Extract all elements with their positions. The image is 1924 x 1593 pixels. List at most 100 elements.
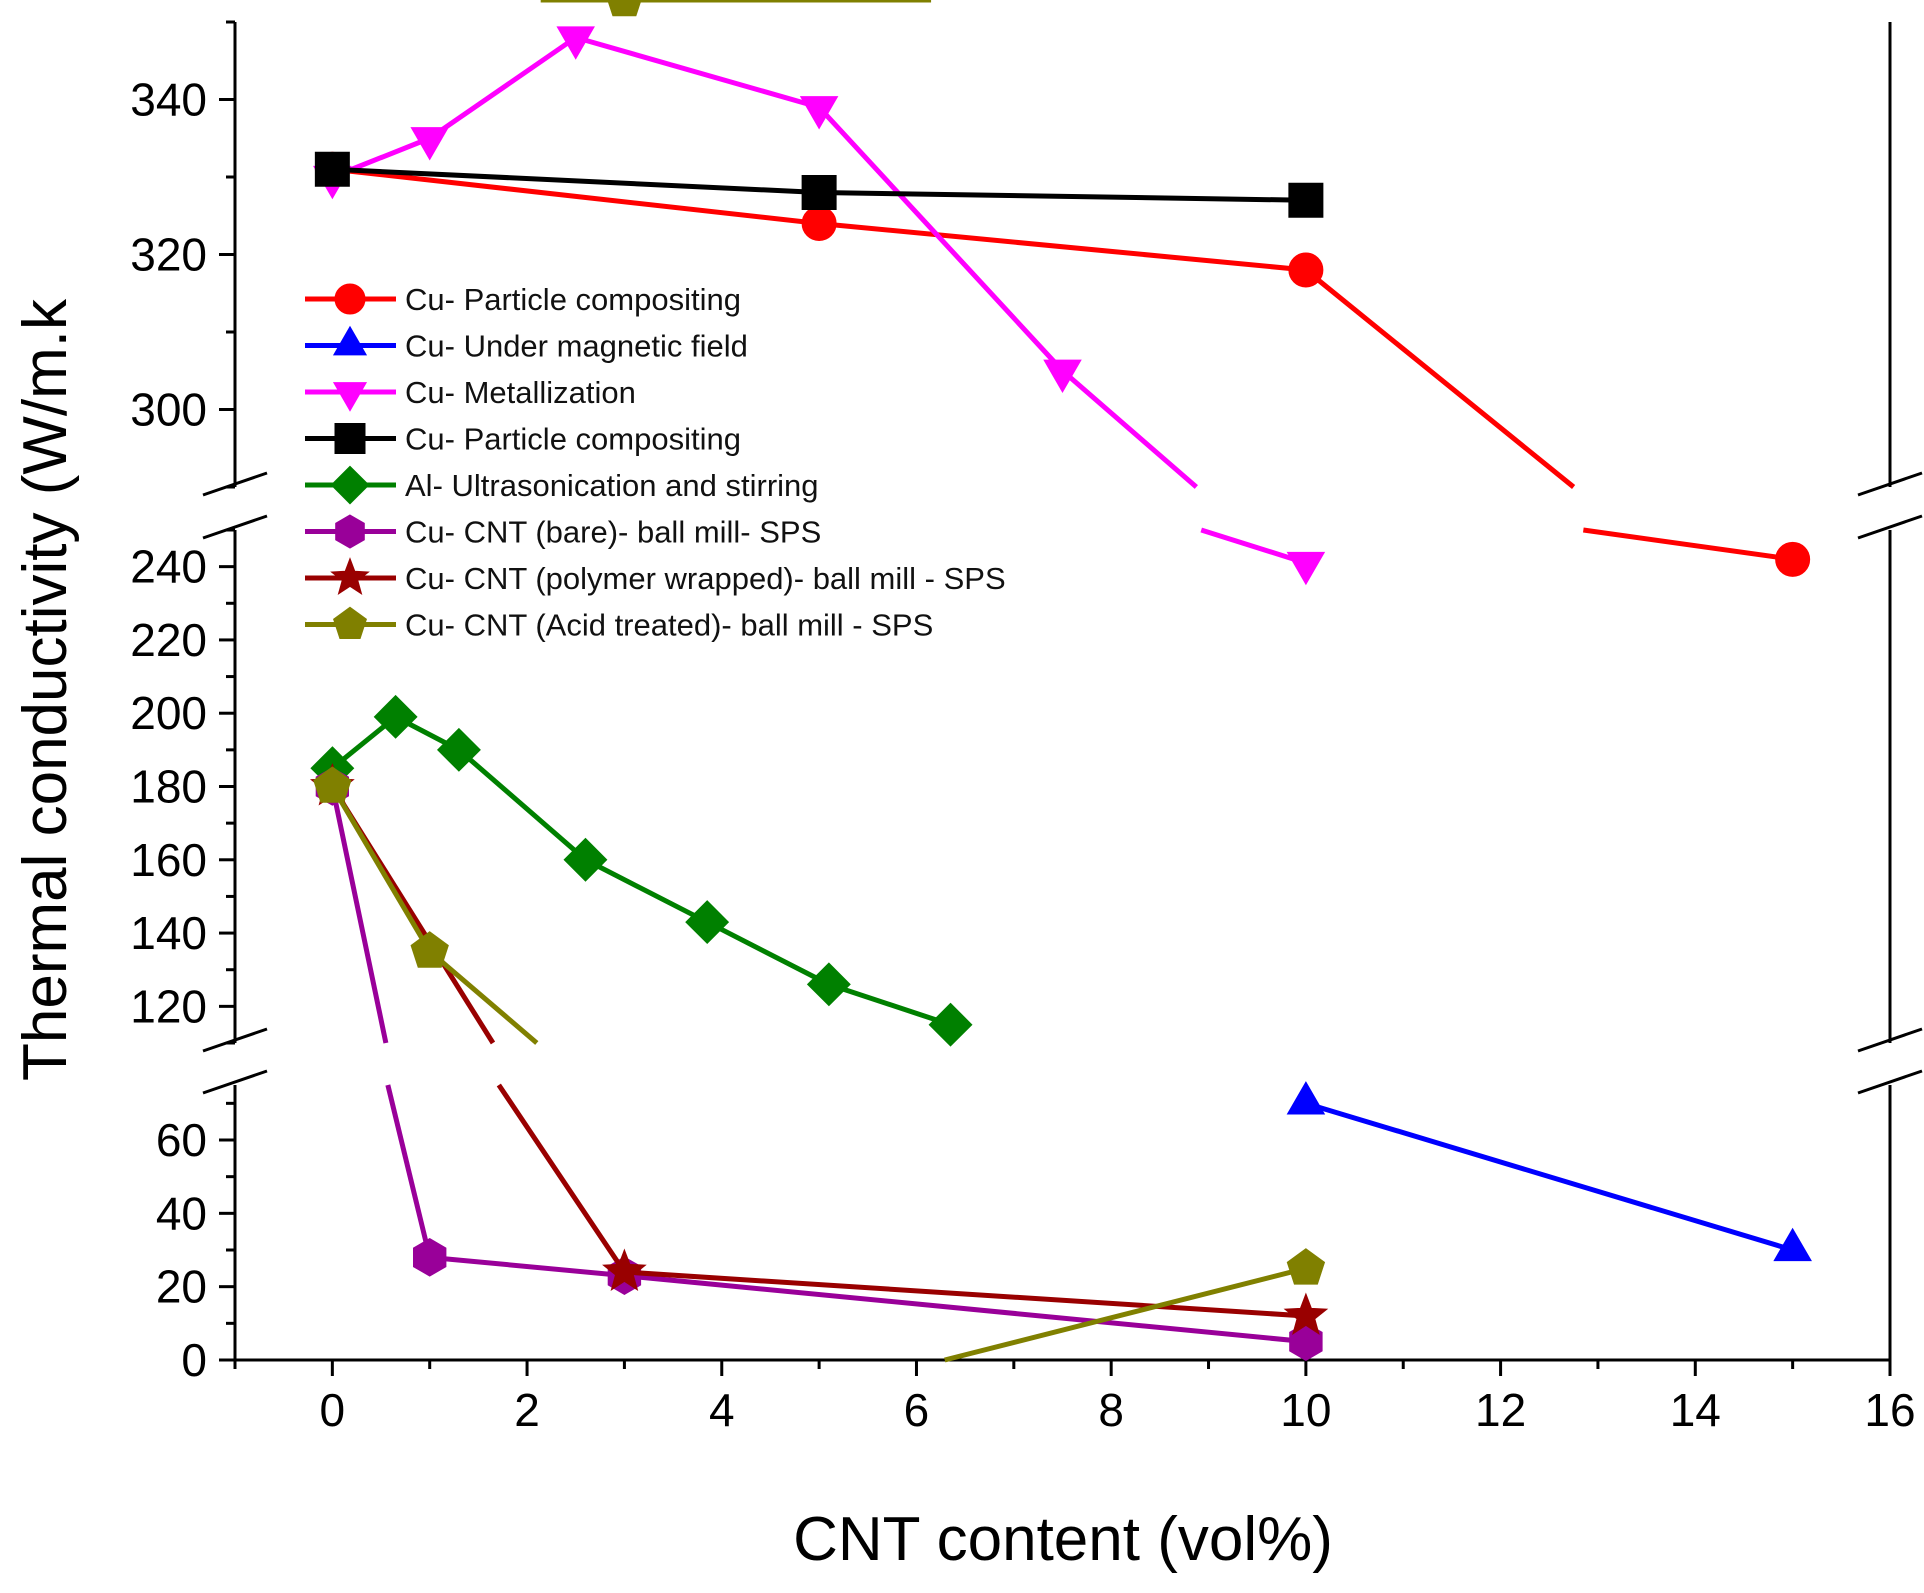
x-tick-label: 16 bbox=[1864, 1384, 1915, 1436]
legend-marker bbox=[332, 382, 368, 412]
axis-break-mark bbox=[1857, 1027, 1923, 1053]
series-line-segment bbox=[429, 1254, 625, 1279]
data-point bbox=[1286, 1081, 1326, 1115]
legend-item: Al- Ultrasonication and stirring bbox=[305, 465, 819, 505]
axis-break-mark bbox=[202, 1027, 268, 1053]
series-line-segment bbox=[496, 1083, 627, 1274]
series-line-segment bbox=[329, 785, 389, 1044]
series-line-segment bbox=[706, 919, 830, 987]
y-tick-label: 20 bbox=[156, 1261, 207, 1313]
data-point bbox=[1289, 1322, 1323, 1361]
data-point bbox=[801, 206, 837, 241]
y-tick-label: 220 bbox=[130, 614, 207, 666]
legend-marker bbox=[335, 514, 365, 549]
data-point bbox=[410, 931, 449, 968]
legend-label: Cu- Particle compositing bbox=[405, 282, 741, 317]
y-axis: 0 20 40 60 120 140 160 180 200 220 240 300 320 340 bbox=[130, 20, 235, 1386]
legend-marker bbox=[334, 423, 366, 454]
axis-break-mark bbox=[1857, 1069, 1923, 1095]
legend-marker bbox=[332, 325, 368, 356]
data-point bbox=[1043, 359, 1082, 394]
series-6 bbox=[315, 767, 1323, 1361]
series-line-segment bbox=[428, 949, 539, 1045]
data-point bbox=[602, 1248, 647, 1292]
data-point bbox=[373, 694, 418, 739]
data-point bbox=[685, 900, 730, 945]
series-line-segment bbox=[330, 785, 432, 953]
data-point bbox=[556, 26, 595, 60]
series-line-segment bbox=[457, 747, 588, 862]
x-tick-label: 0 bbox=[320, 1384, 346, 1436]
x-axis-title: CNT content (vol%) bbox=[793, 1505, 1333, 1574]
data-point bbox=[607, 0, 642, 17]
x-tick-label: 2 bbox=[514, 1384, 540, 1436]
series-line-segment bbox=[385, 1084, 433, 1258]
x-axis: 0 2 4 6 8 10 12 14 16 bbox=[233, 1360, 1916, 1436]
data-point bbox=[1288, 182, 1324, 218]
data-point bbox=[1286, 1248, 1326, 1285]
data-point bbox=[1773, 1227, 1812, 1262]
series-5 bbox=[310, 694, 973, 1047]
x-tick-label: 10 bbox=[1280, 1384, 1331, 1436]
series-line-segment bbox=[818, 221, 1307, 273]
data-point bbox=[413, 1238, 447, 1277]
legend-marker bbox=[334, 283, 366, 315]
data-point bbox=[1286, 551, 1326, 586]
series-line-segment bbox=[332, 166, 820, 195]
data-point bbox=[313, 766, 352, 803]
series-8 bbox=[313, 0, 1326, 1363]
series-4 bbox=[314, 151, 1324, 218]
y-tick-label: 300 bbox=[130, 384, 207, 436]
data-point bbox=[806, 962, 851, 1007]
axis-break-mark bbox=[202, 471, 268, 497]
legend-item: Cu- Particle compositing bbox=[305, 422, 741, 457]
series-line-segment bbox=[332, 166, 820, 226]
axis-break-mark bbox=[202, 1069, 268, 1095]
legend-label: Cu- Particle compositing bbox=[405, 422, 741, 457]
legend-marker bbox=[333, 606, 367, 639]
y-tick-label: 160 bbox=[130, 834, 207, 886]
legend-label: Cu- CNT (Acid treated)- ball mill - SPS bbox=[405, 608, 933, 643]
series-line-segment bbox=[428, 35, 578, 141]
y-tick-label: 320 bbox=[130, 229, 207, 281]
x-tick-label: 12 bbox=[1475, 1384, 1526, 1436]
legend-item: Cu- Under magnetic field bbox=[305, 325, 748, 364]
legend-marker bbox=[330, 557, 370, 595]
legend: Cu- Particle compositing Cu- Under magnet… bbox=[305, 282, 1006, 643]
data-point bbox=[928, 1002, 973, 1047]
series-line-segment bbox=[575, 35, 820, 110]
y-tick-label: 180 bbox=[130, 761, 207, 813]
y-tick-label: 60 bbox=[156, 1114, 207, 1166]
legend-label: Cu- CNT (bare)- ball mill- SPS bbox=[405, 515, 821, 550]
data-point bbox=[799, 96, 839, 130]
series-line-segment bbox=[1582, 527, 1793, 562]
series-2 bbox=[1286, 1081, 1812, 1262]
data-point bbox=[314, 151, 350, 187]
series-line-segment bbox=[817, 105, 1065, 373]
series-line-segment bbox=[1060, 368, 1198, 489]
legend-item: Cu- CNT (bare)- ball mill- SPS bbox=[305, 514, 821, 550]
x-tick-label: 4 bbox=[709, 1384, 735, 1436]
data-point bbox=[801, 175, 837, 210]
data-point bbox=[1283, 1292, 1329, 1336]
plot-area bbox=[202, 22, 1923, 1362]
series-line-segment bbox=[819, 190, 1306, 203]
x-tick-label: 14 bbox=[1670, 1384, 1721, 1436]
series-line-segment bbox=[1305, 1100, 1794, 1253]
data-point bbox=[563, 837, 608, 882]
series-line-segment bbox=[828, 981, 952, 1028]
legend-item: Cu- CNT (polymer wrapped)- ball mill - S… bbox=[305, 557, 1006, 596]
series-layer bbox=[309, 0, 1812, 1363]
y-tick-label: 40 bbox=[156, 1187, 207, 1239]
data-point bbox=[436, 727, 481, 772]
y-tick-label: 120 bbox=[130, 980, 207, 1032]
legend-label: Cu- Under magnetic field bbox=[405, 329, 748, 364]
legend-label: Cu- Metallization bbox=[405, 375, 636, 410]
axis-break-mark bbox=[1857, 471, 1923, 497]
y-tick-label: 240 bbox=[130, 541, 207, 593]
legend-item: Cu- Particle compositing bbox=[305, 282, 741, 317]
series-line-segment bbox=[624, 1273, 1307, 1345]
data-point bbox=[410, 127, 449, 161]
